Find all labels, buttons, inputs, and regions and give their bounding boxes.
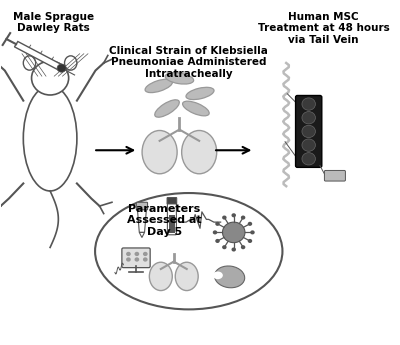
Ellipse shape	[23, 86, 77, 191]
Circle shape	[248, 222, 252, 226]
Circle shape	[134, 257, 139, 262]
Circle shape	[213, 230, 217, 235]
Bar	[169, 215, 175, 234]
Circle shape	[241, 245, 245, 249]
Polygon shape	[14, 41, 63, 71]
Ellipse shape	[32, 61, 69, 95]
Ellipse shape	[149, 262, 172, 290]
Circle shape	[302, 98, 316, 110]
Ellipse shape	[23, 56, 36, 70]
Ellipse shape	[182, 130, 217, 174]
Circle shape	[302, 125, 316, 138]
Polygon shape	[138, 209, 146, 233]
Text: Parameters
Assessed at
Day 5: Parameters Assessed at Day 5	[127, 204, 202, 237]
Ellipse shape	[175, 262, 198, 290]
Polygon shape	[139, 233, 144, 237]
Ellipse shape	[182, 101, 209, 116]
FancyBboxPatch shape	[324, 170, 346, 181]
Circle shape	[143, 257, 148, 262]
Circle shape	[134, 252, 139, 256]
Circle shape	[143, 252, 148, 256]
Circle shape	[248, 239, 252, 243]
Ellipse shape	[155, 100, 179, 117]
Circle shape	[222, 245, 227, 249]
FancyBboxPatch shape	[167, 197, 177, 204]
Ellipse shape	[145, 79, 172, 92]
Circle shape	[222, 216, 227, 220]
Circle shape	[241, 216, 245, 220]
Ellipse shape	[165, 73, 194, 84]
Circle shape	[250, 230, 255, 235]
Ellipse shape	[213, 272, 223, 279]
Circle shape	[232, 247, 236, 252]
Ellipse shape	[142, 130, 177, 174]
Circle shape	[232, 213, 236, 217]
FancyBboxPatch shape	[136, 202, 148, 210]
Circle shape	[222, 222, 245, 243]
Circle shape	[302, 139, 316, 151]
FancyBboxPatch shape	[122, 248, 150, 268]
Circle shape	[215, 222, 220, 226]
Ellipse shape	[214, 266, 245, 288]
Ellipse shape	[95, 193, 282, 309]
Ellipse shape	[64, 56, 77, 70]
Text: Clinical Strain of Klebsiella
Pneumoniae Administered
Intratracheally: Clinical Strain of Klebsiella Pneumoniae…	[109, 46, 268, 79]
Circle shape	[126, 252, 131, 256]
Circle shape	[215, 239, 220, 243]
Circle shape	[126, 257, 131, 262]
Circle shape	[302, 152, 316, 165]
FancyBboxPatch shape	[168, 203, 176, 235]
Text: Human MSC
Treatment at 48 hours
via Tail Vein: Human MSC Treatment at 48 hours via Tail…	[258, 12, 390, 45]
FancyBboxPatch shape	[296, 96, 322, 167]
Text: Male Sprague
Dawley Rats: Male Sprague Dawley Rats	[13, 12, 94, 33]
Circle shape	[302, 111, 316, 124]
Circle shape	[57, 64, 66, 72]
Ellipse shape	[186, 87, 214, 100]
